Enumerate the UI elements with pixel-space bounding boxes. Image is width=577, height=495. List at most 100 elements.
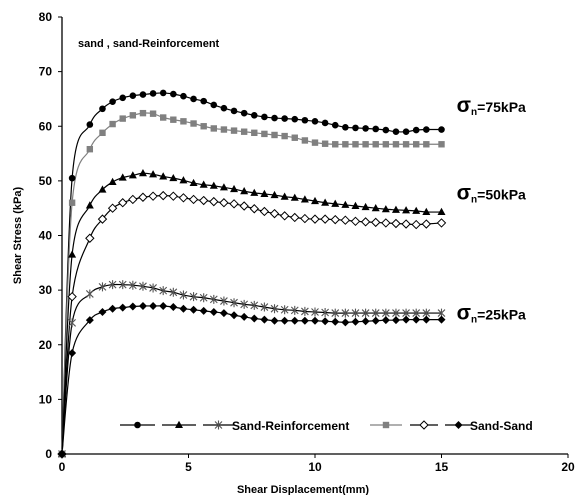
data-point-circle (109, 98, 116, 105)
data-point-triangle (118, 173, 127, 181)
data-point-triangle (422, 207, 431, 216)
data-point-star (68, 318, 77, 328)
data-point-diamond (230, 311, 239, 320)
data-point-circle (159, 89, 167, 97)
data-point-triangle (361, 202, 370, 211)
data-point-triangle (250, 188, 259, 196)
data-point-square (413, 141, 420, 148)
data-point-diamond (311, 316, 319, 325)
data-point-star (169, 287, 178, 297)
data-point-star (98, 282, 107, 292)
data-point-diamond (240, 312, 249, 321)
data-point-diamond-open (67, 291, 77, 302)
data-point-diamond (422, 315, 431, 324)
data-point-diamond (260, 315, 269, 324)
data-point-diamond-open (360, 217, 371, 227)
data-point-diamond-open (330, 214, 340, 225)
data-point-square (210, 125, 217, 132)
data-point-square (372, 141, 379, 148)
y-tick-label: 0 (45, 447, 52, 461)
data-point-diamond-open (419, 420, 429, 430)
data-point-diamond (189, 305, 198, 314)
data-point-triangle (371, 203, 380, 212)
data-point-star (85, 289, 94, 299)
data-point-diamond (219, 309, 228, 318)
data-point-diamond-open (320, 214, 330, 224)
data-point-diamond-open (198, 195, 209, 206)
data-point-circle (86, 121, 94, 128)
data-point-diamond-open (269, 208, 280, 219)
y-tick-label: 60 (39, 119, 53, 133)
data-point-square (99, 129, 106, 137)
data-point-circle (134, 421, 141, 429)
curve-label-25: σn=25kPa (457, 302, 526, 326)
data-point-circle (311, 118, 319, 125)
data-point-diamond (351, 317, 360, 326)
data-point-diamond-open (249, 204, 259, 214)
data-point-star (209, 294, 218, 304)
data-point-diamond-open (381, 218, 391, 228)
data-point-circle (402, 128, 410, 136)
data-point-star (159, 286, 168, 296)
data-point-square (119, 115, 126, 122)
data-point-star (341, 308, 350, 318)
y-axis-title: Shear Stress (kPa) (12, 187, 24, 285)
data-point-circle (250, 112, 258, 119)
data-point-diamond-open (85, 233, 95, 243)
data-point-square (129, 112, 137, 119)
data-point-circle (220, 104, 228, 112)
data-point-square (311, 139, 319, 146)
data-point-diamond-open (118, 198, 128, 208)
data-point-star (214, 420, 223, 430)
data-point-diamond-open (168, 191, 179, 201)
data-point-triangle (240, 187, 249, 195)
data-point-diamond (209, 307, 218, 316)
data-point-square (251, 129, 258, 137)
y-tick-label: 80 (39, 10, 53, 24)
data-point-diamond (290, 316, 299, 325)
data-point-circle (180, 92, 187, 100)
data-point-diamond-open (411, 219, 421, 230)
data-point-diamond (159, 301, 168, 310)
data-point-diamond (402, 315, 411, 324)
data-point-star (280, 305, 289, 315)
data-point-square (362, 141, 369, 148)
data-point-triangle (175, 420, 183, 428)
x-tick-label: 0 (59, 460, 66, 474)
data-point-diamond (68, 348, 77, 357)
data-point-square (291, 134, 298, 141)
data-point-diamond-open (436, 218, 447, 228)
data-point-star (371, 308, 380, 318)
data-point-circle (372, 125, 380, 133)
data-point-triangle (98, 185, 107, 193)
legend-label-sand-sand: Sand-Sand (470, 419, 533, 433)
data-point-star (392, 308, 400, 318)
data-point-triangle (159, 172, 168, 180)
data-point-circle (321, 119, 329, 127)
data-point-diamond (138, 301, 147, 310)
data-point-star (179, 290, 188, 300)
data-point-square (139, 109, 147, 117)
data-point-circle (119, 94, 127, 102)
data-point-diamond (199, 306, 208, 315)
data-point-star (240, 299, 249, 309)
data-point-triangle (138, 169, 147, 177)
data-point-square (200, 123, 207, 130)
data-point-star (361, 308, 370, 318)
data-point-diamond (371, 316, 380, 325)
data-point-triangle (351, 201, 360, 210)
data-point-square (342, 141, 349, 148)
data-point-star (270, 304, 279, 314)
data-point-diamond-open (259, 206, 270, 217)
data-point-circle (139, 91, 147, 98)
data-point-circle (438, 126, 445, 133)
data-point-diamond (454, 421, 463, 429)
data-point-triangle (391, 205, 400, 213)
y-tick-label: 10 (39, 392, 53, 406)
data-point-circle (362, 125, 369, 132)
data-point-star (250, 300, 259, 310)
data-point-star (108, 280, 117, 290)
data-point-square (271, 131, 278, 139)
data-point-diamond (118, 303, 127, 312)
